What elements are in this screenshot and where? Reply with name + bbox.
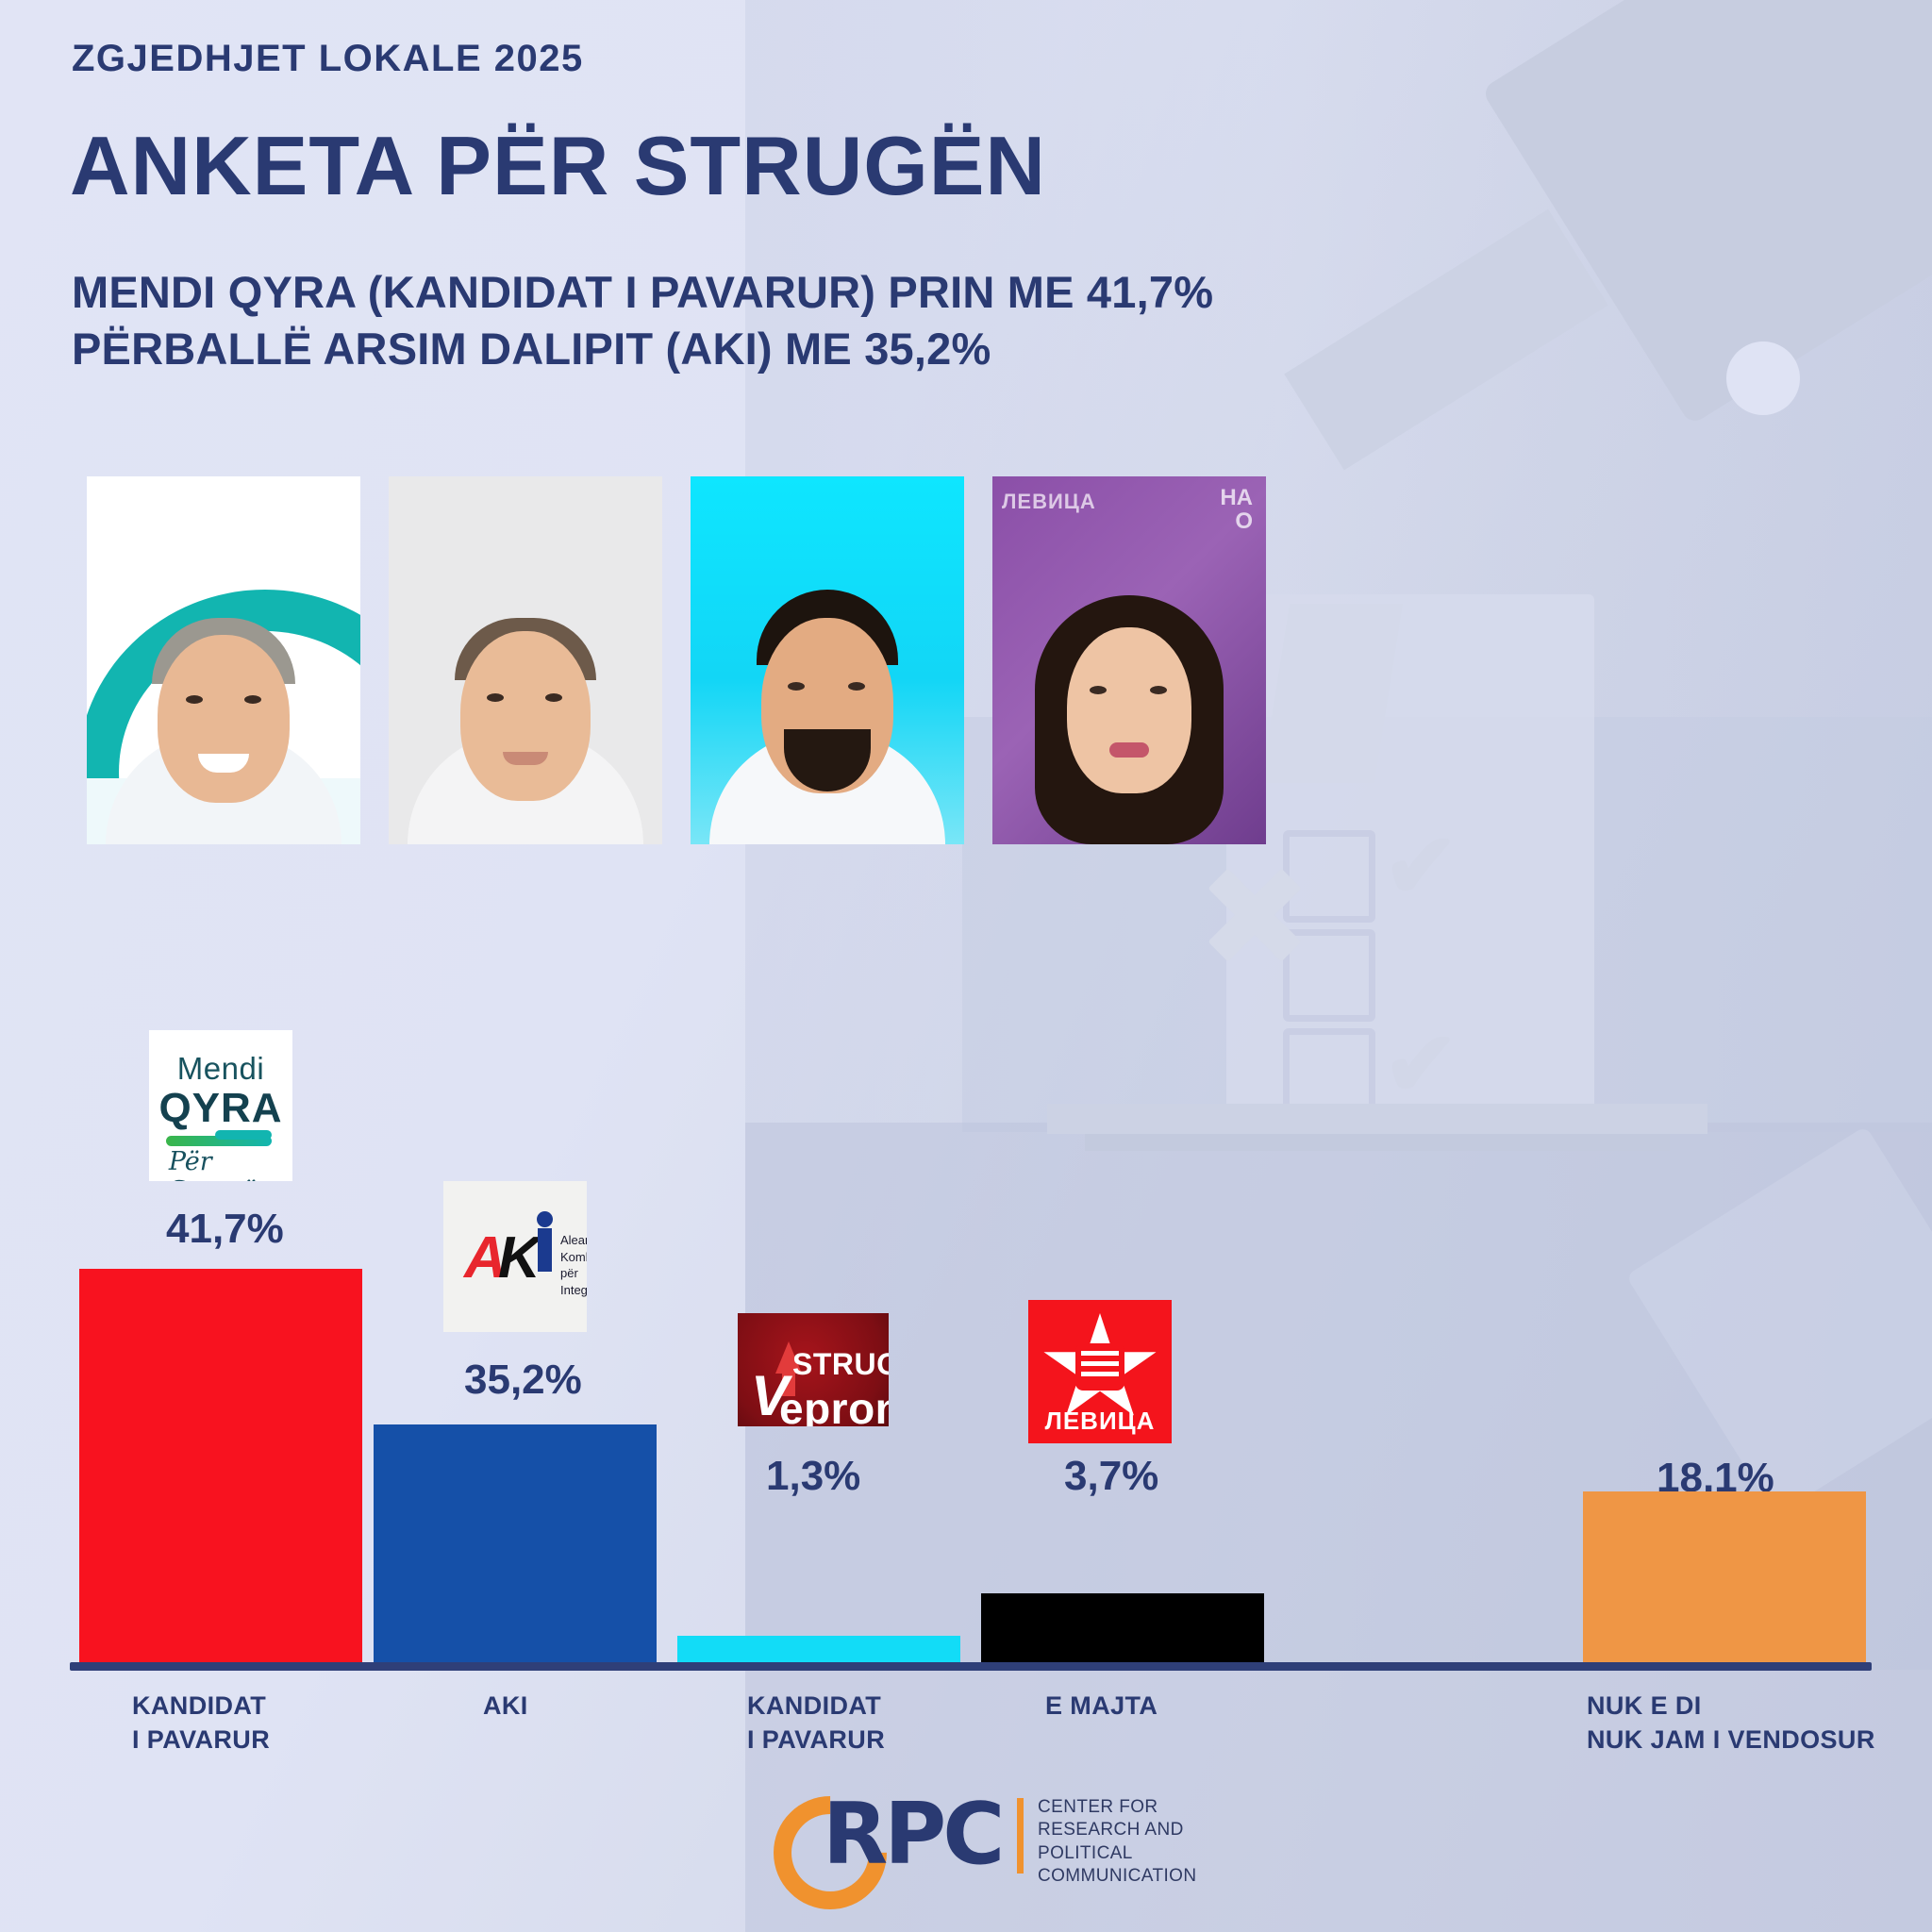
logo-line-2: QYRA — [158, 1085, 283, 1131]
bar-category-label: E MAJTA — [1045, 1691, 1158, 1720]
bar-e-majta — [981, 1593, 1264, 1662]
bar-category-label: KANDIDAT I PAVARUR — [747, 1691, 886, 1755]
page-subtitle: MENDI QYRA (KANDIDAT I PAVARUR) PRIN ME … — [72, 264, 1213, 377]
logo-levica: ЛЕВИЦА — [1028, 1300, 1172, 1443]
bar-aki — [374, 1424, 657, 1662]
crpc-tagline: CENTER FOR RESEARCH AND POLITICAL COMMUN… — [1038, 1797, 1197, 1886]
candidate-photo-row: MENDI QYRA ARSIM DALIPI — [87, 476, 1266, 967]
up-arrow-stem-icon — [782, 1368, 795, 1396]
logo-mendi-qyra: Mendi QYRA Për Strugën — [149, 1030, 292, 1181]
candidate-photo-mendi-qyra: MENDI QYRA — [87, 476, 360, 844]
logo-letter-v: V — [751, 1364, 790, 1426]
bar-category-label: KANDIDAT I PAVARUR — [132, 1691, 271, 1755]
bar-value-label: 1,3% — [766, 1453, 861, 1499]
logo-letter-i — [538, 1228, 552, 1272]
bar-category-label: AKI — [483, 1691, 528, 1720]
bar-value-label: 35,2% — [464, 1357, 582, 1403]
logo-letter-i-dot — [537, 1211, 553, 1227]
logo-wave-decoration — [166, 1136, 272, 1146]
photo-background — [691, 476, 964, 844]
chart-baseline-axis — [70, 1662, 1872, 1671]
portrait-head — [761, 618, 893, 793]
party-watermark: НА О — [1220, 485, 1253, 535]
portrait-head — [1067, 627, 1191, 793]
page-title: ANKETA PËR STRUGËN — [70, 119, 1046, 212]
candidate-photo-arsim-dalipi: ARSIM DALIPI — [389, 476, 662, 844]
bar-kandidat-i-pavarur-struga — [677, 1636, 960, 1662]
photo-background — [87, 476, 360, 844]
crpc-logo: RPC CENTER FOR RESEARCH AND POLITICAL CO… — [750, 1773, 1196, 1932]
crpc-wordmark: RPC — [823, 1785, 1005, 1884]
bar-value-label: 3,7% — [1064, 1453, 1159, 1499]
logo-struga-vepron: V STRUGA epron — [738, 1313, 889, 1426]
candidate-photo-jovana-mojsoska: ЛЕВИЦА НА О JOVANA MOJSOSKA — [992, 476, 1266, 844]
kicker-text: ZGJEDHJET LOKALE 2025 — [72, 38, 584, 79]
logo-letter-k: K — [498, 1225, 541, 1291]
bar-value-label: 41,7% — [166, 1206, 284, 1252]
logo-word-struga: STRUGA — [792, 1347, 889, 1381]
bar-nuk-e-di — [1583, 1491, 1866, 1662]
photo-background: ЛЕВИЦА НА О — [992, 476, 1266, 844]
logo-word-vepron: epron — [779, 1384, 889, 1426]
logo-letter-a: A — [464, 1225, 507, 1291]
levica-watermark: ЛЕВИЦА — [1002, 490, 1096, 513]
fist-icon — [1075, 1343, 1124, 1391]
portrait-head — [460, 631, 591, 801]
logo-wave-decoration-2 — [215, 1130, 272, 1140]
bar-kandidat-i-pavarur-qyra — [79, 1269, 362, 1662]
candidate-photo-besnik-asani: BESNIK ASANI — [691, 476, 964, 844]
crpc-divider — [1017, 1798, 1024, 1874]
bar-category-label: NUK E DI NUK JAM I VENDOSUR — [1587, 1691, 1875, 1755]
logo-word-levica: ЛЕВИЦА — [1044, 1407, 1156, 1435]
portrait-head — [158, 635, 290, 803]
logo-subtext: Aleanca Kombëtare për Integrim — [560, 1233, 587, 1297]
subtitle-line-2: PËRBALLË ARSIM DALIPIT (AKI) ME 35,2% — [72, 324, 991, 375]
subtitle-line-1: MENDI QYRA (KANDIDAT I PAVARUR) PRIN ME … — [72, 267, 1214, 317]
logo-aki: A K Aleanca Kombëtare për Integrim — [443, 1181, 587, 1332]
logo-line-3: Për Strugën — [168, 1147, 273, 1181]
logo-line-1: Mendi — [176, 1051, 265, 1086]
photo-background — [389, 476, 662, 844]
